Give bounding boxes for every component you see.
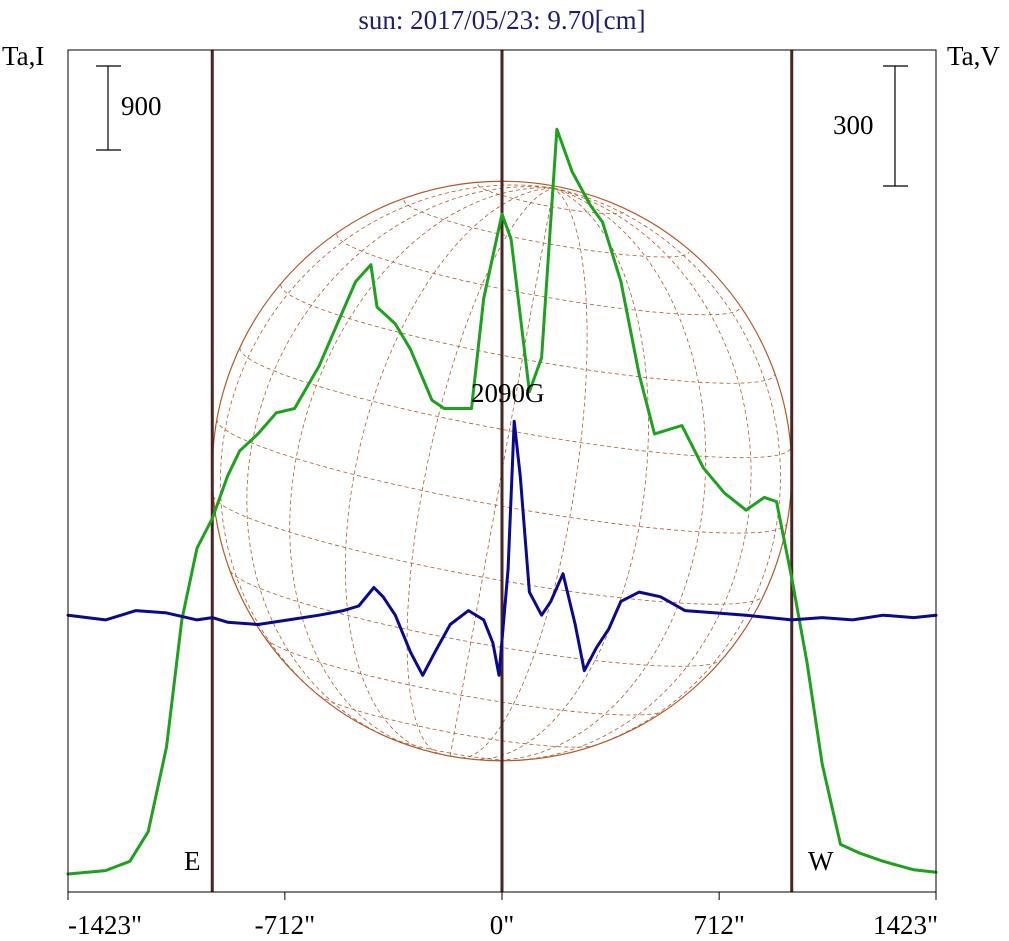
disk-meridian <box>449 187 554 756</box>
chart-title: sun: 2017/05/23: 9.70[cm] <box>358 5 645 35</box>
disk-parallel <box>336 234 741 316</box>
left-scale-bar-label: 900 <box>121 91 162 121</box>
right-scale-bar <box>883 65 908 187</box>
disk-parallel <box>477 184 626 215</box>
right-axis-label: Ta,V <box>947 41 1000 71</box>
disk-meridian <box>406 187 554 754</box>
disk-parallel <box>265 638 665 716</box>
x-tick-label: 1423" <box>873 910 938 940</box>
x-tick-label: 712" <box>693 910 745 940</box>
left-scale-bar <box>96 65 121 151</box>
series-line-V <box>66 419 938 677</box>
x-tick-label: -712" <box>255 910 316 940</box>
disk-parallel <box>213 495 764 605</box>
disk-meridian <box>344 187 554 752</box>
series-line-I <box>66 127 938 876</box>
west-marker: W <box>808 846 834 876</box>
disk-parallel <box>216 419 788 534</box>
right-scale-bar-label: 300 <box>833 110 874 140</box>
magnetic-field-annotation: 2090G <box>471 378 545 408</box>
disk-parallel <box>239 347 792 459</box>
x-tick-label: -1423" <box>68 910 142 940</box>
disk-parallel <box>385 736 518 761</box>
east-marker: E <box>184 846 201 876</box>
disk-meridian <box>515 187 752 761</box>
series-group <box>66 127 938 876</box>
vertical-lines <box>210 50 794 892</box>
x-tick-label: 0" <box>490 910 515 940</box>
left-axis-label: Ta,I <box>2 41 44 71</box>
x-axis: -1423" -712" 0" 712" 1423" <box>67 892 938 940</box>
disk-meridian <box>461 187 588 759</box>
disk-parallel <box>318 695 595 748</box>
disk-parallel <box>403 200 690 258</box>
disk-parallel <box>280 284 775 384</box>
disk-meridian <box>246 186 554 738</box>
disk-parallel <box>229 570 722 667</box>
disk-meridian <box>472 187 649 760</box>
disk-meridian <box>492 187 707 761</box>
